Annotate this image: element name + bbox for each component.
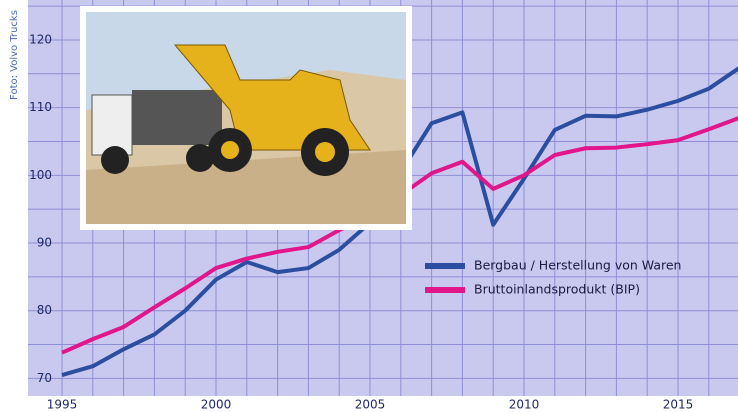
photo-truck-cab <box>92 95 132 155</box>
x-tick-label: 2010 <box>509 398 540 412</box>
photo-wheel <box>101 146 129 174</box>
y-tick-label: 100 <box>29 168 52 182</box>
y-tick-label: 80 <box>37 303 52 317</box>
y-tick-label: 70 <box>37 371 52 385</box>
x-tick-label: 1995 <box>47 398 78 412</box>
x-tick-label: 2000 <box>201 398 232 412</box>
photo-hub <box>221 141 239 159</box>
x-tick-label: 2005 <box>355 398 386 412</box>
photo-truck-body <box>132 90 222 145</box>
legend-label: Bergbau / Herstellung von Waren <box>474 258 681 273</box>
photo-credit: Foto: Volvo Trucks <box>9 10 20 100</box>
x-tick-label: 2015 <box>663 398 694 412</box>
legend-label: Bruttoinlandsprodukt (BIP) <box>474 282 640 297</box>
photo <box>80 6 412 230</box>
y-tick-label: 90 <box>37 236 52 250</box>
chart: Foto: Volvo Trucks Bergbau / Herstellung… <box>0 0 738 412</box>
photo-hub <box>315 142 335 162</box>
y-tick-label: 110 <box>29 100 52 114</box>
y-tick-label: 120 <box>29 32 52 46</box>
